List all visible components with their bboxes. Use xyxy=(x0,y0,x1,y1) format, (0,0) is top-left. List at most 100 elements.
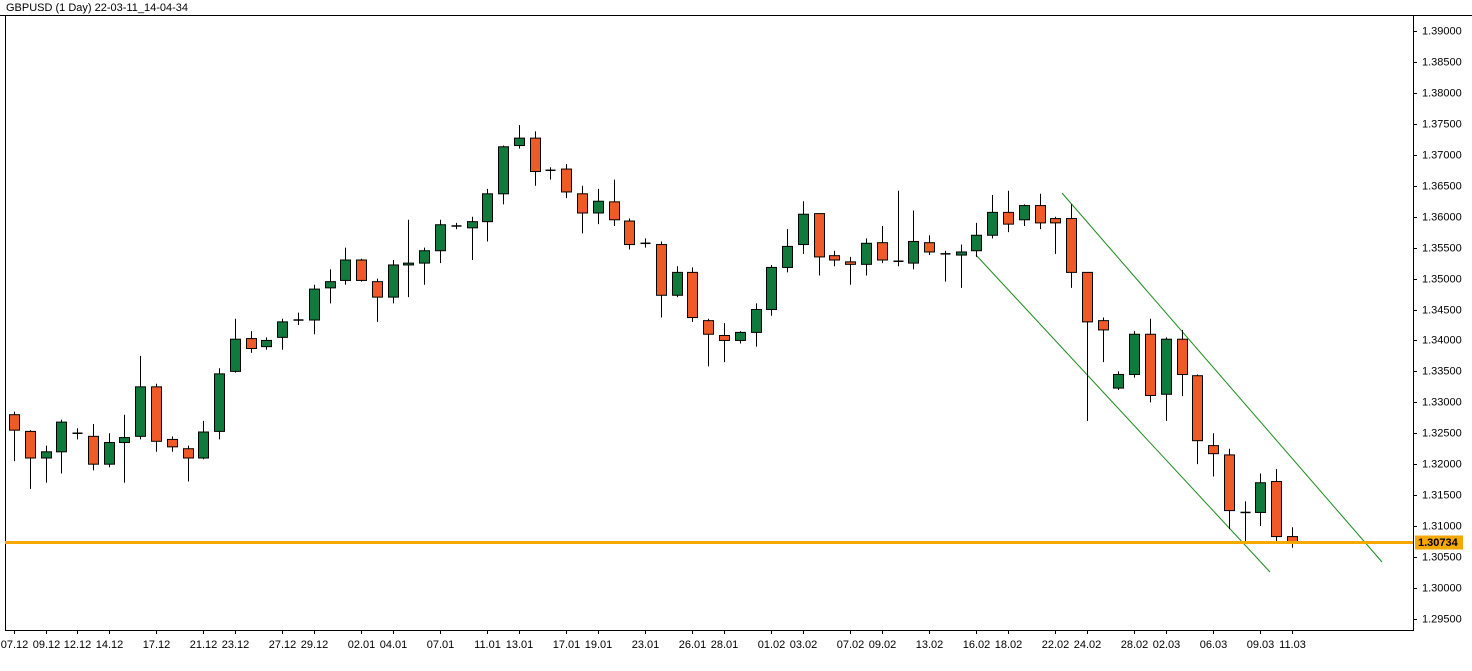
candle-body xyxy=(1177,338,1188,375)
candle-body xyxy=(403,262,414,266)
candle-body xyxy=(719,334,730,341)
candle-body xyxy=(1082,271,1093,323)
candle-body xyxy=(530,137,541,173)
candle-body xyxy=(183,448,194,459)
candle-body xyxy=(1145,333,1156,397)
candle-body xyxy=(782,245,793,268)
candle-body xyxy=(246,338,257,349)
candle-body xyxy=(1113,373,1124,389)
candle-body xyxy=(419,250,430,264)
y-tick-label: 1.37500 xyxy=(1422,118,1462,130)
candle-body xyxy=(1271,481,1282,538)
candle-body xyxy=(198,431,209,459)
x-tick-label: 22.02 xyxy=(1042,639,1070,651)
candle-body xyxy=(609,201,620,221)
x-tick-label: 02.01 xyxy=(348,639,376,651)
candle-body xyxy=(593,200,604,214)
candle-body xyxy=(498,146,509,195)
candle-body xyxy=(766,266,777,311)
candle-body xyxy=(135,386,146,437)
candle-body xyxy=(372,281,383,298)
x-tick-label: 13.01 xyxy=(506,639,534,651)
candle-body xyxy=(56,421,67,453)
x-tick-label: 29.12 xyxy=(301,639,329,651)
x-tick-label: 16.02 xyxy=(963,639,991,651)
y-tick-label: 1.38000 xyxy=(1422,87,1462,99)
y-tick-label: 1.38500 xyxy=(1422,56,1462,68)
x-tick-label: 23.01 xyxy=(632,639,660,651)
candle-body xyxy=(1050,218,1061,224)
candle-body xyxy=(214,373,225,432)
x-tick-label: 07.12 xyxy=(1,639,29,651)
candle-body xyxy=(277,321,288,338)
candle-body xyxy=(924,242,935,253)
candle-body xyxy=(798,213,809,246)
x-tick-label: 17.01 xyxy=(553,639,581,651)
candle-body xyxy=(751,309,762,333)
y-tick-label: 1.33000 xyxy=(1422,396,1462,408)
candle-body xyxy=(41,451,52,459)
candle-body xyxy=(877,242,888,261)
x-tick-label: 19.01 xyxy=(585,639,613,651)
y-tick-label: 1.36000 xyxy=(1422,211,1462,223)
x-tick-label: 18.02 xyxy=(995,639,1023,651)
x-tick-label: 02.03 xyxy=(1153,639,1181,651)
candle-body xyxy=(703,320,714,335)
x-tick-label: 14.12 xyxy=(96,639,124,651)
candle-body xyxy=(1161,338,1172,395)
candle-body xyxy=(482,193,493,223)
trend-line xyxy=(975,254,1271,573)
candle-body xyxy=(829,255,840,261)
y-tick-label: 1.31000 xyxy=(1422,520,1462,532)
x-tick-label: 11.01 xyxy=(474,639,501,651)
candle-body xyxy=(261,339,272,348)
candle-body xyxy=(388,264,399,298)
chart-title: GBPUSD (1 Day) 22-03-11_14-04-34 xyxy=(6,2,188,14)
candle-body xyxy=(9,414,20,431)
candle-body xyxy=(845,261,856,265)
candle-body xyxy=(577,193,588,214)
x-tick-label: 28.02 xyxy=(1121,639,1149,651)
candle-body xyxy=(1019,205,1030,221)
y-tick-label: 1.34000 xyxy=(1422,334,1462,346)
candle-body xyxy=(971,234,982,252)
x-tick-label: 01.02 xyxy=(758,639,786,651)
candle-body xyxy=(956,251,967,256)
y-tick-label: 1.30500 xyxy=(1422,551,1462,563)
candle-body xyxy=(167,438,178,448)
candle-body xyxy=(309,288,320,321)
x-tick-label: 27.12 xyxy=(269,639,297,651)
x-tick-label: 12.12 xyxy=(64,639,92,651)
candles xyxy=(9,125,1298,548)
x-tick-label: 09.03 xyxy=(1247,639,1275,651)
y-tick-label: 1.33500 xyxy=(1422,365,1462,377)
y-tick-label: 1.35000 xyxy=(1422,273,1462,285)
candle-body xyxy=(340,259,351,281)
candle-body xyxy=(672,271,683,296)
x-tick-label: 13.02 xyxy=(916,639,944,651)
x-tick-label: 07.01 xyxy=(427,639,455,651)
candle-body xyxy=(1066,218,1077,273)
candle-body xyxy=(1224,454,1235,512)
candle-body xyxy=(119,437,130,444)
candle-body xyxy=(561,168,572,193)
candle-body xyxy=(987,211,998,236)
candle-body xyxy=(435,224,446,252)
x-tick-label: 26.01 xyxy=(679,639,707,651)
y-tick-label: 1.35500 xyxy=(1422,242,1462,254)
x-tick-label: 09.12 xyxy=(33,639,61,651)
candle-body xyxy=(861,242,872,265)
candle-body xyxy=(1255,482,1266,513)
candle-body xyxy=(514,137,525,147)
y-tick-label: 1.36500 xyxy=(1422,180,1462,192)
last-price-box xyxy=(1415,535,1463,550)
candle-body xyxy=(25,430,36,459)
candle-body xyxy=(1192,375,1203,442)
candle-body xyxy=(151,386,162,442)
candle-body xyxy=(908,240,919,264)
candle-body xyxy=(735,331,746,341)
candle-body xyxy=(624,220,635,246)
x-tick-label: 24.02 xyxy=(1074,639,1102,651)
